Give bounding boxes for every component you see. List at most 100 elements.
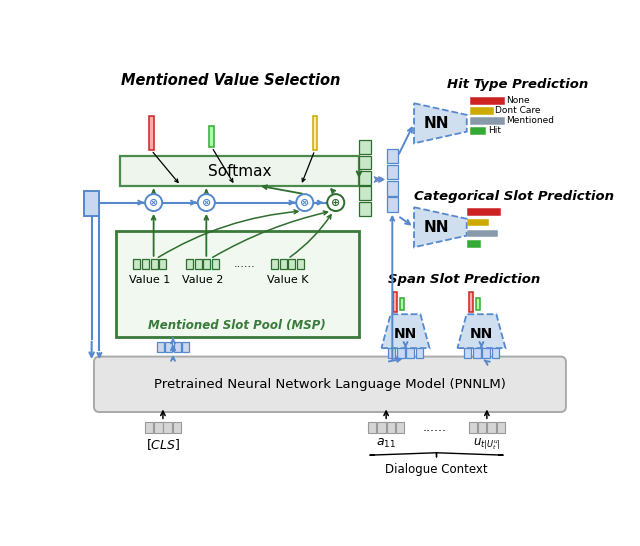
Text: ⊗: ⊗ — [300, 198, 309, 207]
Bar — [472, 98, 504, 104]
Bar — [145, 422, 153, 433]
Bar — [186, 259, 193, 269]
Bar — [467, 241, 480, 247]
Bar — [165, 342, 172, 352]
Text: Pretrained Neural Network Language Model (PNNLM): Pretrained Neural Network Language Model… — [154, 378, 506, 391]
Bar — [368, 422, 376, 433]
Bar — [492, 348, 499, 358]
Bar — [312, 116, 317, 150]
Bar — [468, 422, 477, 433]
Bar — [149, 116, 154, 150]
Text: $u_{t|U_t^u|}$: $u_{t|U_t^u|}$ — [473, 437, 500, 452]
Bar — [487, 422, 496, 433]
Bar — [400, 298, 404, 310]
Bar — [463, 348, 472, 358]
Bar — [150, 259, 157, 269]
Bar — [396, 422, 404, 433]
Bar — [116, 231, 359, 337]
Bar — [397, 348, 404, 358]
Bar — [212, 259, 219, 269]
Circle shape — [145, 194, 162, 211]
Bar — [173, 422, 181, 433]
Polygon shape — [414, 207, 467, 247]
Circle shape — [198, 194, 215, 211]
Bar — [297, 259, 304, 269]
Bar — [387, 165, 397, 180]
Bar — [209, 126, 214, 147]
Text: Dialogue Context: Dialogue Context — [385, 463, 488, 476]
Text: NN: NN — [394, 327, 417, 341]
Bar — [469, 292, 473, 312]
Polygon shape — [381, 314, 429, 348]
Text: ⊗: ⊗ — [202, 198, 211, 207]
Bar — [467, 230, 497, 236]
Circle shape — [296, 194, 313, 211]
Text: Softmax: Softmax — [208, 163, 271, 179]
Text: None: None — [506, 97, 530, 105]
Text: NN: NN — [424, 116, 449, 131]
Bar — [359, 140, 371, 154]
Bar — [142, 259, 149, 269]
Bar — [467, 220, 488, 225]
Text: ......: ...... — [423, 421, 447, 434]
Bar — [174, 342, 180, 352]
Bar — [134, 259, 140, 269]
Polygon shape — [458, 314, 506, 348]
FancyBboxPatch shape — [94, 357, 566, 412]
Bar — [377, 422, 386, 433]
Text: Hit Type Prediction: Hit Type Prediction — [447, 78, 589, 91]
Bar — [406, 348, 414, 358]
Bar — [415, 348, 423, 358]
Bar — [154, 422, 163, 433]
Text: Mentioned Slot Pool (MSP): Mentioned Slot Pool (MSP) — [148, 318, 326, 331]
Circle shape — [327, 194, 344, 211]
Bar — [393, 292, 397, 312]
Polygon shape — [414, 103, 467, 143]
Text: Mentioned Value Selection: Mentioned Value Selection — [122, 73, 341, 88]
Bar — [204, 259, 210, 269]
Bar — [289, 259, 296, 269]
Text: ......: ...... — [234, 259, 256, 269]
Bar — [472, 108, 493, 114]
Bar — [195, 259, 202, 269]
Bar — [388, 348, 396, 358]
Bar — [359, 156, 371, 169]
Text: Mentioned: Mentioned — [506, 116, 554, 126]
Bar — [472, 128, 485, 134]
Bar — [482, 348, 490, 358]
Bar — [473, 348, 481, 358]
Bar — [280, 259, 287, 269]
Text: $a_{11}$: $a_{11}$ — [376, 437, 396, 450]
Bar — [120, 156, 359, 186]
Text: Categorical Slot Prediction: Categorical Slot Prediction — [414, 190, 614, 203]
Text: NN: NN — [424, 219, 449, 235]
Bar — [159, 259, 166, 269]
Bar — [476, 298, 480, 310]
Bar — [359, 202, 371, 216]
Bar — [497, 422, 505, 433]
Bar — [182, 342, 189, 352]
Bar — [387, 422, 395, 433]
Bar — [157, 342, 164, 352]
Text: $[CLS]$: $[CLS]$ — [146, 437, 180, 452]
Text: ⊗: ⊗ — [149, 198, 158, 207]
Bar — [271, 259, 278, 269]
Text: ⊕: ⊕ — [331, 198, 340, 207]
Bar — [163, 422, 172, 433]
Bar — [387, 197, 397, 212]
Text: Span Slot Prediction: Span Slot Prediction — [387, 274, 540, 287]
Bar — [387, 181, 397, 195]
Bar — [387, 149, 397, 163]
Bar — [359, 186, 371, 200]
Bar — [467, 209, 500, 215]
Text: Hit: Hit — [488, 127, 500, 135]
Bar — [478, 422, 486, 433]
Text: Value 2: Value 2 — [182, 275, 223, 285]
Text: Value K: Value K — [267, 275, 308, 285]
Bar — [472, 118, 504, 123]
Bar — [359, 171, 371, 185]
Bar — [84, 191, 99, 216]
Text: Dont Care: Dont Care — [495, 106, 541, 115]
Text: Value 1: Value 1 — [129, 275, 170, 285]
Text: NN: NN — [470, 327, 493, 341]
